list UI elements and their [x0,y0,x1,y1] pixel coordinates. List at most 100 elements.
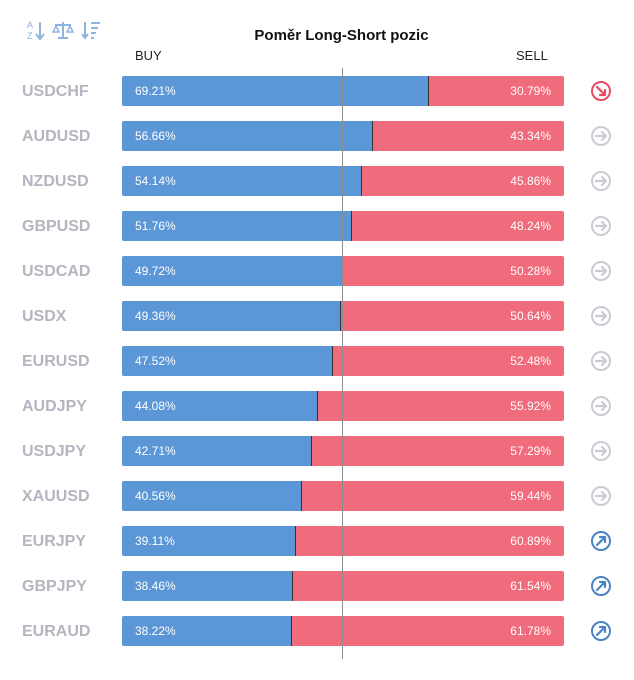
arrow-right-icon [591,351,611,371]
arrow-right-icon [591,126,611,146]
pair-symbol[interactable]: USDCAD [22,263,91,280]
svg-text:A: A [27,20,33,30]
pair-row: XAUUSD 40.56% 59.44% [0,480,634,512]
balance-icon [52,22,74,39]
sell-bar: 60.89% [294,526,564,556]
buy-bar: 47.52% [122,346,333,376]
buy-percent-label: 42.71% [135,444,176,458]
sell-bar: 57.29% [310,436,564,466]
pair-row: AUDUSD 56.66% 43.34% [0,120,634,152]
sell-column-label: SELL [516,48,548,63]
pair-symbol[interactable]: EURJPY [22,533,87,550]
ratio-bar: 40.56% 59.44% [122,481,564,511]
ratio-bar: 69.21% 30.79% [122,76,564,106]
sell-bar: 30.79% [427,76,564,106]
sell-percent-label: 59.44% [510,489,551,503]
sell-bar: 61.54% [291,571,564,601]
buy-percent-label: 38.46% [135,579,176,593]
sell-percent-label: 61.54% [510,579,551,593]
pair-symbol[interactable]: USDCHF [22,83,89,100]
sell-bar: 50.28% [341,256,564,286]
pair-row: EURUSD 47.52% 52.48% [0,345,634,377]
ratio-bar: 38.22% 61.78% [122,616,564,646]
arrow-up-right-icon [591,576,611,596]
arrow-right-icon [591,306,611,326]
pair-symbol[interactable]: AUDUSD [22,128,91,145]
sell-bar: 61.78% [290,616,564,646]
pair-symbol[interactable]: AUDJPY [22,398,87,415]
sort-numeric-button[interactable] [80,18,102,42]
pair-row: NZDUSD 54.14% 45.86% [0,165,634,197]
pair-row: USDX 49.36% 50.64% [0,300,634,332]
pair-symbol[interactable]: USDJPY [22,443,87,460]
balance-button[interactable] [52,18,74,42]
sell-bar: 55.92% [316,391,564,421]
svg-text:Z: Z [27,31,33,41]
sell-bar: 45.86% [361,166,564,196]
sort-alpha-button[interactable]: A Z [24,18,46,42]
buy-percent-label: 51.76% [135,219,176,233]
buy-bar: 38.22% [122,616,291,646]
pair-symbol[interactable]: EURAUD [22,623,91,640]
pair-symbol[interactable]: GBPJPY [22,578,87,595]
sort-numeric-icon [81,22,100,40]
sell-percent-label: 61.78% [510,624,551,638]
buy-bar: 69.21% [122,76,428,106]
ratio-bar: 49.36% 50.64% [122,301,564,331]
fifty-percent-line [342,68,343,659]
pair-row: GBPJPY 38.46% 61.54% [0,570,634,602]
sell-percent-label: 45.86% [510,174,551,188]
arrow-up-right-icon [591,531,611,551]
sell-percent-label: 50.28% [510,264,551,278]
ratio-bar: 47.52% 52.48% [122,346,564,376]
ratio-bar: 56.66% 43.34% [122,121,564,151]
ratio-bar: 49.72% 50.28% [122,256,564,286]
ratio-bar: 39.11% 60.89% [122,526,564,556]
pair-symbol[interactable]: GBPUSD [22,218,91,235]
sell-bar: 48.24% [350,211,564,241]
sell-percent-label: 52.48% [510,354,551,368]
buy-percent-label: 39.11% [135,534,175,548]
sell-percent-label: 55.92% [510,399,551,413]
toolbar: A Z [24,18,102,42]
buy-bar: 40.56% [122,481,302,511]
buy-percent-label: 47.52% [135,354,176,368]
sell-bar: 43.34% [372,121,564,151]
arrow-down-right-icon [591,81,611,101]
buy-percent-label: 56.66% [135,129,176,143]
chart-title: Poměr Long-Short pozic [254,27,429,44]
sell-bar: 50.64% [340,301,564,331]
arrow-right-icon [591,441,611,461]
pair-symbol[interactable]: NZDUSD [22,173,89,190]
pair-row: USDCAD 49.72% 50.28% [0,255,634,287]
pair-symbol[interactable]: XAUUSD [22,488,90,505]
buy-bar: 49.36% [122,301,341,331]
buy-bar: 42.71% [122,436,311,466]
buy-bar: 38.46% [122,571,292,601]
buy-percent-label: 49.36% [135,309,176,323]
sell-percent-label: 50.64% [510,309,551,323]
arrow-right-icon [591,216,611,236]
buy-percent-label: 40.56% [135,489,176,503]
buy-bar: 56.66% [122,121,373,151]
buy-column-label: BUY [135,48,162,63]
sell-percent-label: 30.79% [510,84,551,98]
arrow-right-icon [591,261,611,281]
pair-symbol[interactable]: USDX [22,308,67,325]
ratio-bar: 44.08% 55.92% [122,391,564,421]
pair-symbol[interactable]: EURUSD [22,353,90,370]
pair-row: AUDJPY 44.08% 55.92% [0,390,634,422]
ratio-bar: 42.71% 57.29% [122,436,564,466]
ratio-bar: 38.46% 61.54% [122,571,564,601]
arrow-right-icon [591,171,611,191]
pair-row: EURAUD 38.22% 61.78% [0,615,634,647]
buy-percent-label: 49.72% [135,264,176,278]
arrow-right-icon [591,486,611,506]
buy-percent-label: 69.21% [135,84,176,98]
sell-percent-label: 57.29% [510,444,551,458]
buy-percent-label: 44.08% [135,399,176,413]
buy-percent-label: 38.22% [135,624,176,638]
sell-percent-label: 43.34% [510,129,551,143]
sell-bar: 59.44% [301,481,564,511]
buy-bar: 49.72% [122,256,342,286]
